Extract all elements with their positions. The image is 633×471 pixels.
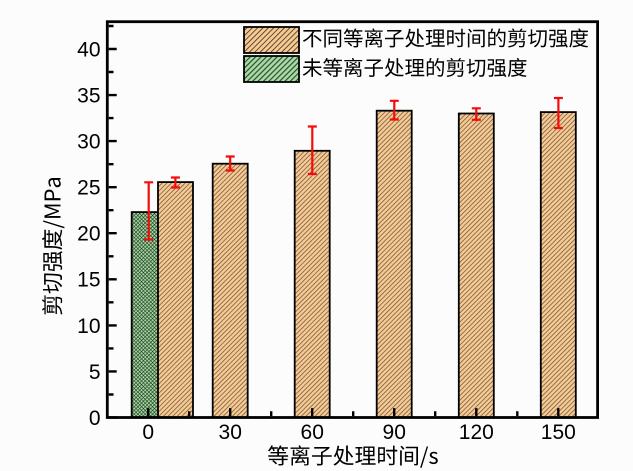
svg-text:40: 40 <box>77 38 100 61</box>
svg-text:10: 10 <box>77 315 100 338</box>
svg-text:20: 20 <box>77 223 100 246</box>
svg-text:90: 90 <box>383 421 406 444</box>
svg-text:35: 35 <box>77 85 100 108</box>
svg-text:5: 5 <box>89 361 101 384</box>
svg-text:0: 0 <box>142 421 154 444</box>
svg-text:30: 30 <box>77 131 100 154</box>
svg-text:150: 150 <box>541 421 576 444</box>
svg-text:120: 120 <box>459 421 494 444</box>
svg-text:60: 60 <box>301 421 324 444</box>
svg-text:30: 30 <box>219 421 242 444</box>
svg-text:25: 25 <box>77 177 100 200</box>
svg-text:0: 0 <box>89 407 101 430</box>
svg-text:15: 15 <box>77 269 100 292</box>
